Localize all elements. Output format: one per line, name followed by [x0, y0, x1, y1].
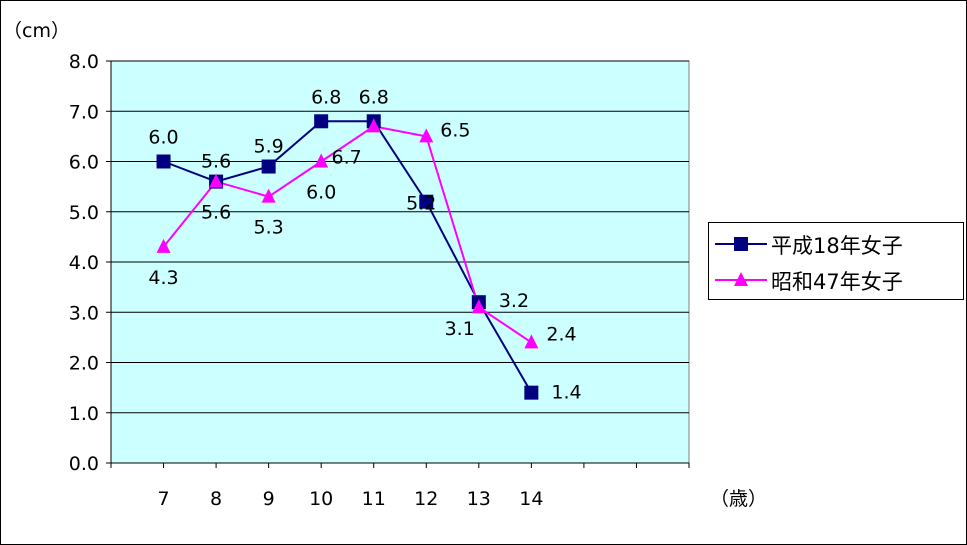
- y-tick-label: 1.0: [69, 403, 99, 425]
- legend-triangle-marker-icon: [715, 272, 767, 286]
- series-2-point: [524, 334, 539, 349]
- data-label-series-2: 2.4: [546, 323, 576, 345]
- x-tick-label: 11: [362, 488, 386, 510]
- series-1-point: [419, 194, 434, 209]
- data-label-series-2: 6.0: [306, 182, 336, 204]
- series-1-point: [261, 159, 276, 174]
- data-label-series-1: 6.8: [311, 86, 341, 108]
- y-unit-label: （cm）: [3, 20, 70, 42]
- grid-lines: [111, 60, 689, 414]
- data-label-series-1: 3.2: [499, 290, 529, 312]
- series-lines: [162, 120, 533, 394]
- series-markers: [156, 114, 539, 400]
- legend-item-series-2: 昭和47年女子: [709, 265, 963, 295]
- legend-square-marker-icon: [715, 237, 767, 251]
- data-labels: 6.0 5.6 5.9 6.8 6.8 5.2 3.2 1.4 4.3 5.6 5.3 6.0 6.7 6…: [148, 86, 581, 403]
- legend-item-series-1: 平成18年女子: [709, 229, 963, 259]
- data-label-series-1: 6.8: [359, 86, 389, 108]
- y-tick-label: 2.0: [69, 353, 99, 375]
- x-tick-label: 10: [309, 488, 333, 510]
- y-tick-labels: 0.0 1.0 2.0 3.0 4.0 5.0 6.0 7.0 8.0: [69, 51, 99, 475]
- series-1-point: [314, 114, 329, 129]
- legend-label-series-2: 昭和47年女子: [771, 270, 903, 294]
- series-2-point: [209, 173, 224, 188]
- x-unit-label: （歳）: [710, 488, 767, 510]
- y-tick-label: 5.0: [69, 202, 99, 224]
- data-label-series-2: 4.3: [148, 267, 178, 289]
- series-1-point: [524, 385, 539, 400]
- series-2-point: [314, 153, 329, 168]
- legend: 平成18年女子 昭和47年女子: [708, 222, 964, 300]
- data-label-series-1: 5.9: [254, 136, 284, 158]
- x-tick-label: 9: [263, 488, 275, 510]
- data-label-series-1: 6.0: [148, 127, 178, 149]
- y-tick-label: 6.0: [69, 152, 99, 174]
- data-label-series-2: 5.3: [254, 217, 284, 239]
- series-1-point: [156, 154, 171, 169]
- data-label-series-2: 3.1: [445, 318, 475, 340]
- y-tick-label: 8.0: [69, 51, 99, 73]
- y-tick-label: 7.0: [69, 101, 99, 123]
- y-tick-label: 3.0: [69, 302, 99, 324]
- x-tick-labels: 7 8 9 10 11 12 13 14: [157, 488, 543, 510]
- series-2-point: [366, 118, 381, 133]
- data-label-series-1: 1.4: [551, 382, 581, 404]
- series-line-1: [163, 120, 533, 394]
- x-tick-label: 14: [519, 488, 543, 510]
- series-2-point: [419, 128, 434, 143]
- y-tick-label: 0.0: [69, 453, 99, 475]
- series-2-point: [471, 299, 486, 314]
- y-tick-label: 4.0: [69, 252, 99, 274]
- data-label-series-2: 5.6: [201, 202, 231, 224]
- x-tick-label: 8: [210, 488, 222, 510]
- data-label-series-1: 5.2: [406, 193, 436, 215]
- data-label-series-2: 6.7: [332, 146, 362, 168]
- data-label-series-1: 5.6: [201, 151, 231, 173]
- series-2-point: [261, 188, 276, 203]
- axes: [106, 60, 690, 468]
- series-2-point: [156, 238, 171, 253]
- x-tick-label: 13: [467, 488, 491, 510]
- x-tick-label: 7: [157, 488, 169, 510]
- x-tick-label: 12: [414, 488, 438, 510]
- legend-label-series-1: 平成18年女子: [771, 234, 903, 258]
- series-line-2: [162, 125, 532, 344]
- data-label-series-2: 6.5: [440, 119, 470, 141]
